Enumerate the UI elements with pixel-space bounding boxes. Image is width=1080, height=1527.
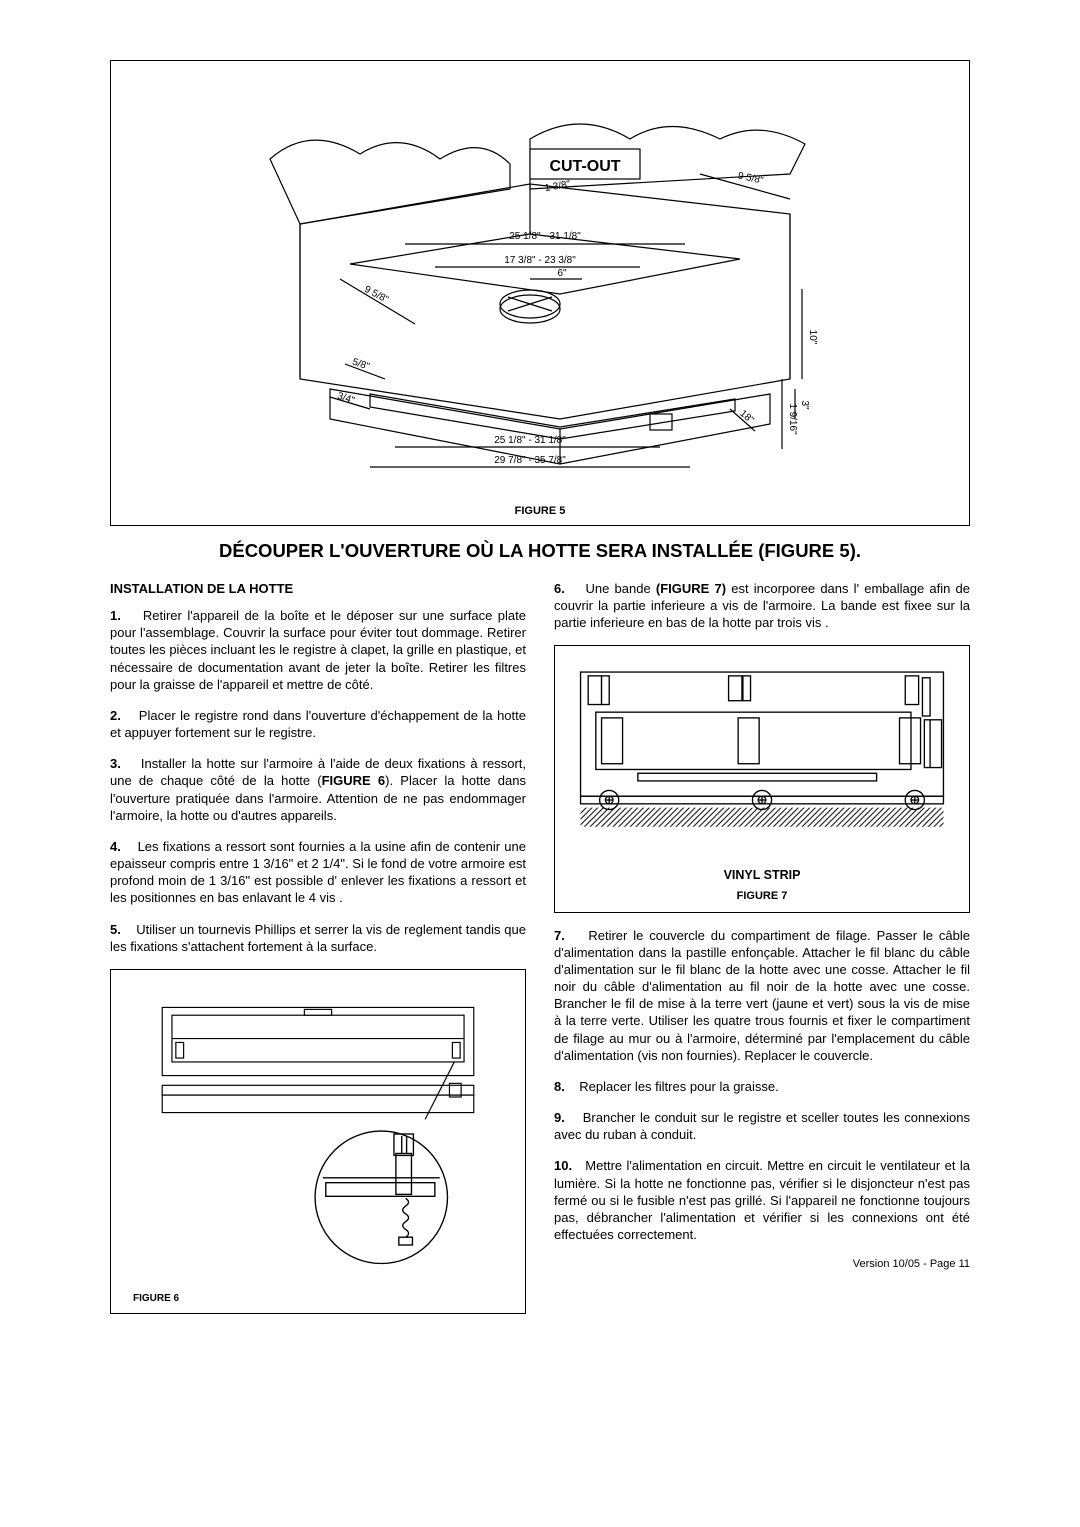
content-columns: INSTALLATION DE LA HOTTE 1. Retirer l'ap… xyxy=(110,580,970,1326)
step-8-num: 8. xyxy=(554,1079,565,1094)
dim-width-mid: 17 3/8" - 23 3/8" xyxy=(504,255,576,266)
dim-width-overall: 29 7/8" - 35 7/8" xyxy=(494,455,566,466)
step-10: 10. Mettre l'alimentation en circuit. Me… xyxy=(554,1157,970,1243)
dim-duct-offset: 6" xyxy=(557,268,567,279)
step-4-num: 4. xyxy=(110,839,121,854)
installation-subheading: INSTALLATION DE LA HOTTE xyxy=(110,580,526,597)
step-3-figref: FIGURE 6 xyxy=(322,773,386,788)
cutout-label: CUT-OUT xyxy=(549,158,620,175)
step-2: 2. Placer le registre rond dans l'ouvert… xyxy=(110,707,526,741)
step-6: 6. Une bande (FIGURE 7) est incorporee d… xyxy=(554,580,970,631)
step-5-text: Utiliser un tournevis Phillips et serrer… xyxy=(110,922,526,954)
step-1: 1. Retirer l'appareil de la boîte et le … xyxy=(110,607,526,693)
page-footer: Version 10/05 - Page 11 xyxy=(554,1257,970,1272)
step-10-num: 10. xyxy=(554,1158,572,1173)
main-heading: DÉCOUPER L'OUVERTURE OÙ LA HOTTE SERA IN… xyxy=(110,540,970,562)
figure-5-caption: FIGURE 5 xyxy=(161,505,919,517)
step-5: 5. Utiliser un tournevis Phillips et ser… xyxy=(110,921,526,955)
figure-6-caption: FIGURE 6 xyxy=(133,1292,503,1305)
dim-top-left-1: 1 3/8" xyxy=(544,179,572,194)
step-1-num: 1. xyxy=(110,608,121,623)
step-6-text-a: Une bande xyxy=(586,581,656,596)
dim-right-h2: 3" xyxy=(799,400,810,410)
step-8: 8. Replacer les filtres pour la graisse. xyxy=(554,1078,970,1095)
step-7-text: Retirer le couvercle du compartiment de … xyxy=(554,928,970,1063)
figure-5-diagram: CUT-OUT 1 3/8" 9 5/8" 25 1/8" - 31 1/8" … xyxy=(230,79,850,499)
step-1-text: Retirer l'appareil de la boîte et le dép… xyxy=(110,608,526,692)
dim-width-bottom: 25 1/8" - 31 1/8" xyxy=(494,435,566,446)
dim-left-lower: 5/8" xyxy=(351,357,371,373)
step-9-num: 9. xyxy=(554,1110,565,1125)
step-6-num: 6. xyxy=(554,581,565,596)
step-4-text: Les fixations a ressort sont fournies a … xyxy=(110,839,526,905)
step-5-num: 5. xyxy=(110,922,121,937)
dim-right-h1: 10" xyxy=(807,330,818,345)
vinyl-strip-label: VINYL STRIP xyxy=(571,867,953,884)
figure-6-container: FIGURE 6 xyxy=(110,969,526,1314)
dim-right-h4: 18" xyxy=(737,408,756,426)
step-8-text: Replacer les filtres pour la graisse. xyxy=(579,1079,778,1094)
step-7: 7. Retirer le couvercle du compartiment … xyxy=(554,927,970,1064)
figure-7-caption: FIGURE 7 xyxy=(571,889,953,904)
dim-top-right: 9 5/8" xyxy=(737,170,765,186)
dim-width-top: 25 1/8" - 31 1/8" xyxy=(509,231,581,242)
step-3-num: 3. xyxy=(110,756,121,771)
figure-7-diagram xyxy=(571,658,953,858)
step-7-num: 7. xyxy=(554,928,565,943)
step-2-text: Placer le registre rond dans l'ouverture… xyxy=(110,708,526,740)
step-9-text: Brancher le conduit sur le registre et s… xyxy=(554,1110,970,1142)
step-3: 3. Installer la hotte sur l'armoire à l'… xyxy=(110,755,526,824)
left-column: INSTALLATION DE LA HOTTE 1. Retirer l'ap… xyxy=(110,580,526,1326)
dim-right-h3: 1 9/16" xyxy=(787,403,798,435)
step-10-text: Mettre l'alimentation en circuit. Mettre… xyxy=(554,1158,970,1242)
figure-5-container: CUT-OUT 1 3/8" 9 5/8" 25 1/8" - 31 1/8" … xyxy=(110,60,970,526)
step-4: 4. Les fixations a ressort sont fournies… xyxy=(110,838,526,907)
dim-left-side: 9 5/8" xyxy=(362,284,390,306)
step-6-figref: (FIGURE 7) xyxy=(656,581,726,596)
figure-7-container: VINYL STRIP FIGURE 7 xyxy=(554,645,970,912)
step-9: 9. Brancher le conduit sur le registre e… xyxy=(554,1109,970,1143)
figure-6-diagram xyxy=(133,984,503,1284)
step-2-num: 2. xyxy=(110,708,121,723)
right-column: 6. Une bande (FIGURE 7) est incorporee d… xyxy=(554,580,970,1326)
